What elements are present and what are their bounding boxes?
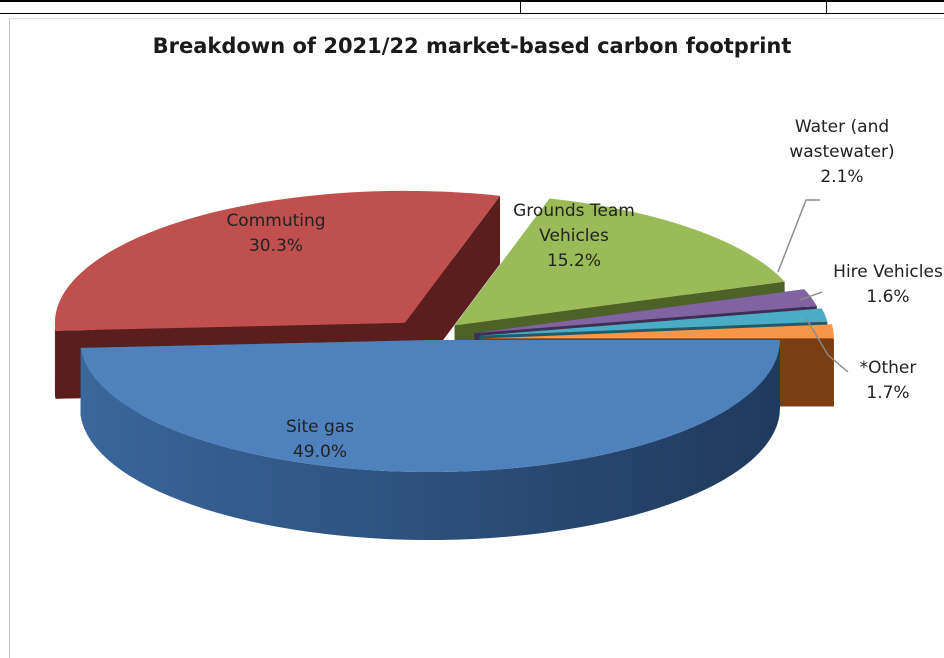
data-label-other: *Other 1.7% bbox=[860, 358, 917, 403]
slice-top bbox=[54, 190, 501, 331]
rule-tick bbox=[826, 2, 827, 14]
data-label-site-gas: Site gas 49.0% bbox=[286, 417, 354, 462]
slice-top bbox=[454, 198, 785, 326]
top-rule bbox=[0, 0, 944, 14]
slice-rim bbox=[54, 322, 56, 399]
data-label-commuting: Commuting 30.3% bbox=[226, 211, 325, 256]
slice-top bbox=[80, 340, 780, 472]
leader-line bbox=[799, 291, 823, 301]
chart-title: Breakdown of 2021/22 market-based carbon… bbox=[152, 34, 792, 58]
slice-rim bbox=[80, 340, 780, 540]
leader-line bbox=[805, 317, 849, 373]
data-label-grounds-team-vehicles: Grounds Team Vehicles 15.2% bbox=[513, 201, 635, 271]
leader-line bbox=[777, 199, 820, 273]
rule-tick bbox=[520, 2, 521, 14]
slice-top bbox=[474, 289, 817, 334]
slice-top bbox=[479, 308, 828, 336]
data-label-hire-vehicles: Hire Vehicles 1.6% bbox=[833, 262, 943, 307]
data-label-water-and-wastewater: Water (and wastewater) 2.1% bbox=[789, 117, 894, 187]
slice-top bbox=[483, 324, 834, 339]
pie-slice-site-gas bbox=[80, 340, 780, 540]
